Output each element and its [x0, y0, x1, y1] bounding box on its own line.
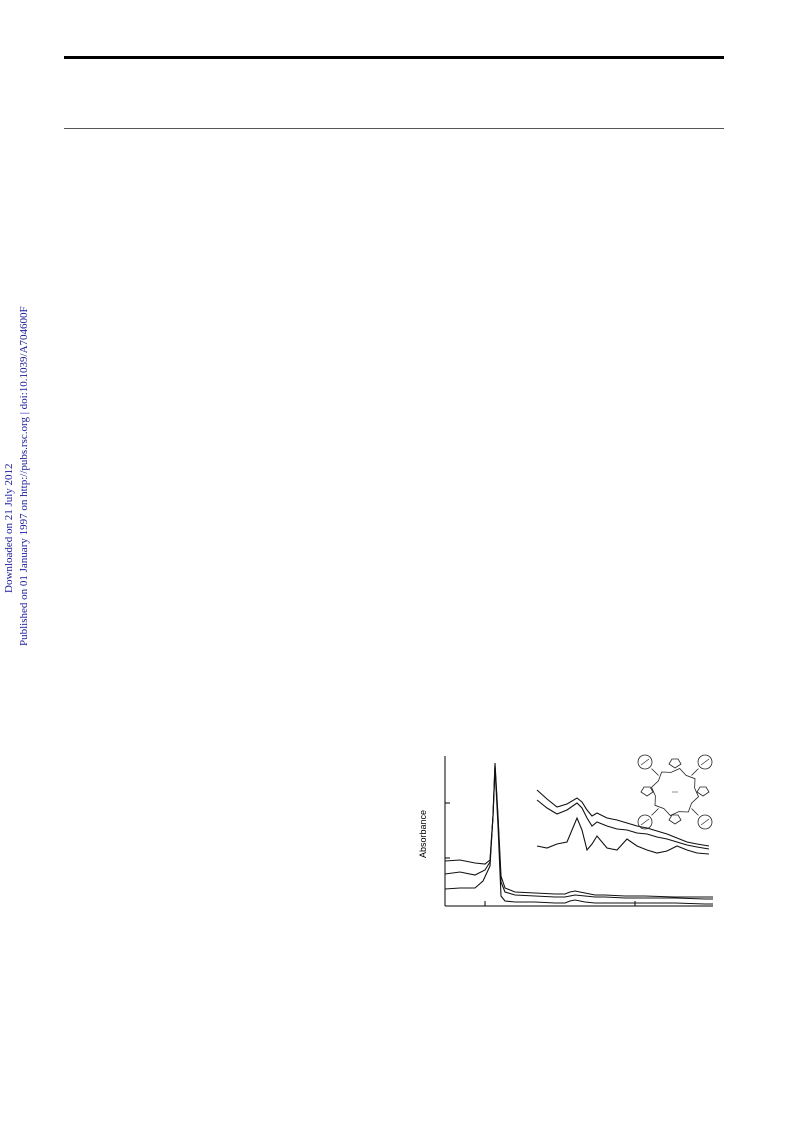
absorbance-figure: Absorbance: [412, 748, 717, 910]
absorbance-chart: Absorbance: [418, 754, 713, 907]
spectrum-line-1: [444, 762, 713, 898]
pyrrole-ring: [668, 758, 682, 769]
porphyrin-structure: [637, 754, 713, 830]
pyrrole-ring: [640, 786, 654, 797]
inset-line-2: [536, 799, 710, 850]
main-spectra: [444, 762, 713, 905]
inset-line-3: [536, 816, 710, 855]
spectrum-line-3: [444, 767, 713, 905]
macrocycle-ring: [651, 768, 699, 816]
phenyl-bond: [700, 758, 710, 766]
phenyl-bond: [651, 808, 659, 816]
pyrrole-ring: [696, 786, 710, 797]
pyrrole-ring: [668, 814, 682, 825]
phenyl-ring: [697, 754, 713, 770]
sidebar-downloaded[interactable]: Downloaded on 21 July 2012: [3, 463, 15, 593]
y-axis-label: Absorbance: [418, 810, 428, 858]
phenyl-bond: [640, 758, 650, 766]
chart-axes: [444, 756, 713, 907]
phenyl-ring: [637, 754, 653, 770]
phenyl-bond: [651, 768, 659, 776]
spectrum-line-2: [444, 765, 713, 900]
phenyl-bond: [691, 808, 699, 816]
inset-spectra: [536, 789, 710, 855]
header-rule-bottom: [64, 128, 724, 129]
phenyl-bond: [691, 768, 699, 776]
inset-line-1: [536, 789, 710, 847]
header-rule-top: [64, 56, 724, 59]
phenyl-bond: [640, 818, 650, 826]
sidebar-citation: Downloaded on 21 July 2012 Published on …: [3, 306, 43, 646]
phenyl-bond: [700, 818, 710, 826]
phenyl-ring: [697, 814, 713, 830]
phenyl-ring: [637, 814, 653, 830]
sidebar-published[interactable]: Published on 01 January 1997 on http://p…: [18, 306, 30, 646]
